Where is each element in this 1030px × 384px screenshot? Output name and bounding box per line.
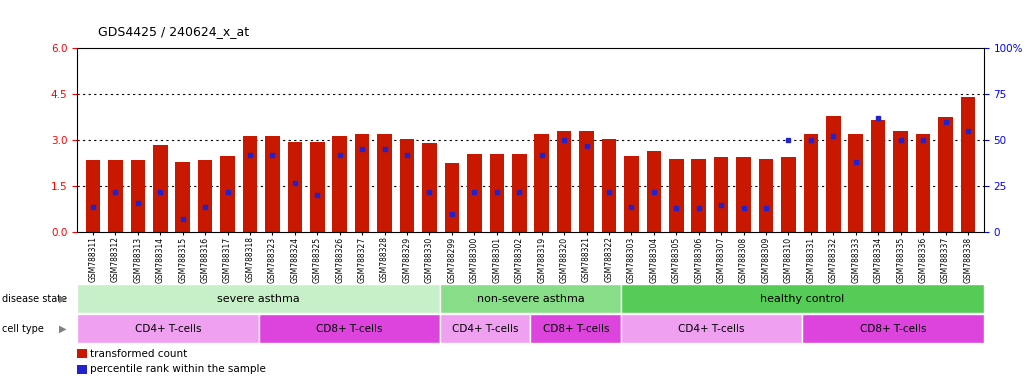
Text: ▶: ▶ — [59, 293, 66, 304]
Bar — [422, 143, 437, 232]
Bar — [938, 117, 953, 232]
Bar — [265, 136, 280, 232]
Bar — [961, 97, 975, 232]
Text: transformed count: transformed count — [91, 349, 187, 359]
Bar — [440, 284, 621, 313]
Bar — [445, 163, 459, 232]
Bar — [849, 134, 863, 232]
Bar — [85, 160, 100, 232]
Text: healthy control: healthy control — [760, 293, 845, 304]
Bar — [916, 134, 930, 232]
Text: CD4+ T-cells: CD4+ T-cells — [679, 323, 745, 334]
Bar — [621, 284, 984, 313]
Text: CD8+ T-cells: CD8+ T-cells — [316, 323, 382, 334]
Bar — [467, 154, 482, 232]
Bar — [440, 314, 530, 343]
Bar — [557, 131, 572, 232]
Bar — [512, 154, 526, 232]
Bar — [489, 154, 504, 232]
Bar — [579, 131, 594, 232]
Bar — [624, 156, 639, 232]
Bar — [691, 159, 706, 232]
Bar — [781, 157, 796, 232]
Bar — [243, 136, 258, 232]
Bar — [77, 364, 87, 374]
Bar — [400, 139, 414, 232]
Text: CD4+ T-cells: CD4+ T-cells — [452, 323, 518, 334]
Bar — [77, 314, 259, 343]
Bar — [647, 151, 661, 232]
Bar — [602, 139, 616, 232]
Bar — [803, 134, 818, 232]
Bar — [198, 160, 212, 232]
Bar — [333, 136, 347, 232]
Text: percentile rank within the sample: percentile rank within the sample — [91, 364, 266, 374]
Bar — [670, 159, 684, 232]
Bar — [259, 314, 440, 343]
Text: ▶: ▶ — [59, 323, 66, 334]
Bar — [871, 120, 886, 232]
Bar — [77, 349, 87, 358]
Bar — [108, 160, 123, 232]
Bar — [530, 314, 621, 343]
Bar — [377, 134, 391, 232]
Bar — [287, 142, 302, 232]
Text: non-severe asthma: non-severe asthma — [477, 293, 584, 304]
Bar — [220, 156, 235, 232]
Bar — [759, 159, 774, 232]
Bar — [621, 314, 802, 343]
Bar — [826, 116, 840, 232]
Bar — [131, 160, 145, 232]
Bar — [893, 131, 907, 232]
Bar — [153, 145, 168, 232]
Text: disease state: disease state — [2, 293, 67, 304]
Text: cell type: cell type — [2, 323, 44, 334]
Text: GDS4425 / 240624_x_at: GDS4425 / 240624_x_at — [98, 25, 249, 38]
Bar — [355, 134, 370, 232]
Text: CD8+ T-cells: CD8+ T-cells — [860, 323, 926, 334]
Text: severe asthma: severe asthma — [217, 293, 300, 304]
Bar — [802, 314, 984, 343]
Bar — [736, 157, 751, 232]
Text: CD4+ T-cells: CD4+ T-cells — [135, 323, 201, 334]
Bar — [77, 284, 440, 313]
Bar — [175, 162, 190, 232]
Bar — [535, 134, 549, 232]
Bar — [310, 142, 324, 232]
Bar — [714, 157, 728, 232]
Text: CD8+ T-cells: CD8+ T-cells — [543, 323, 609, 334]
